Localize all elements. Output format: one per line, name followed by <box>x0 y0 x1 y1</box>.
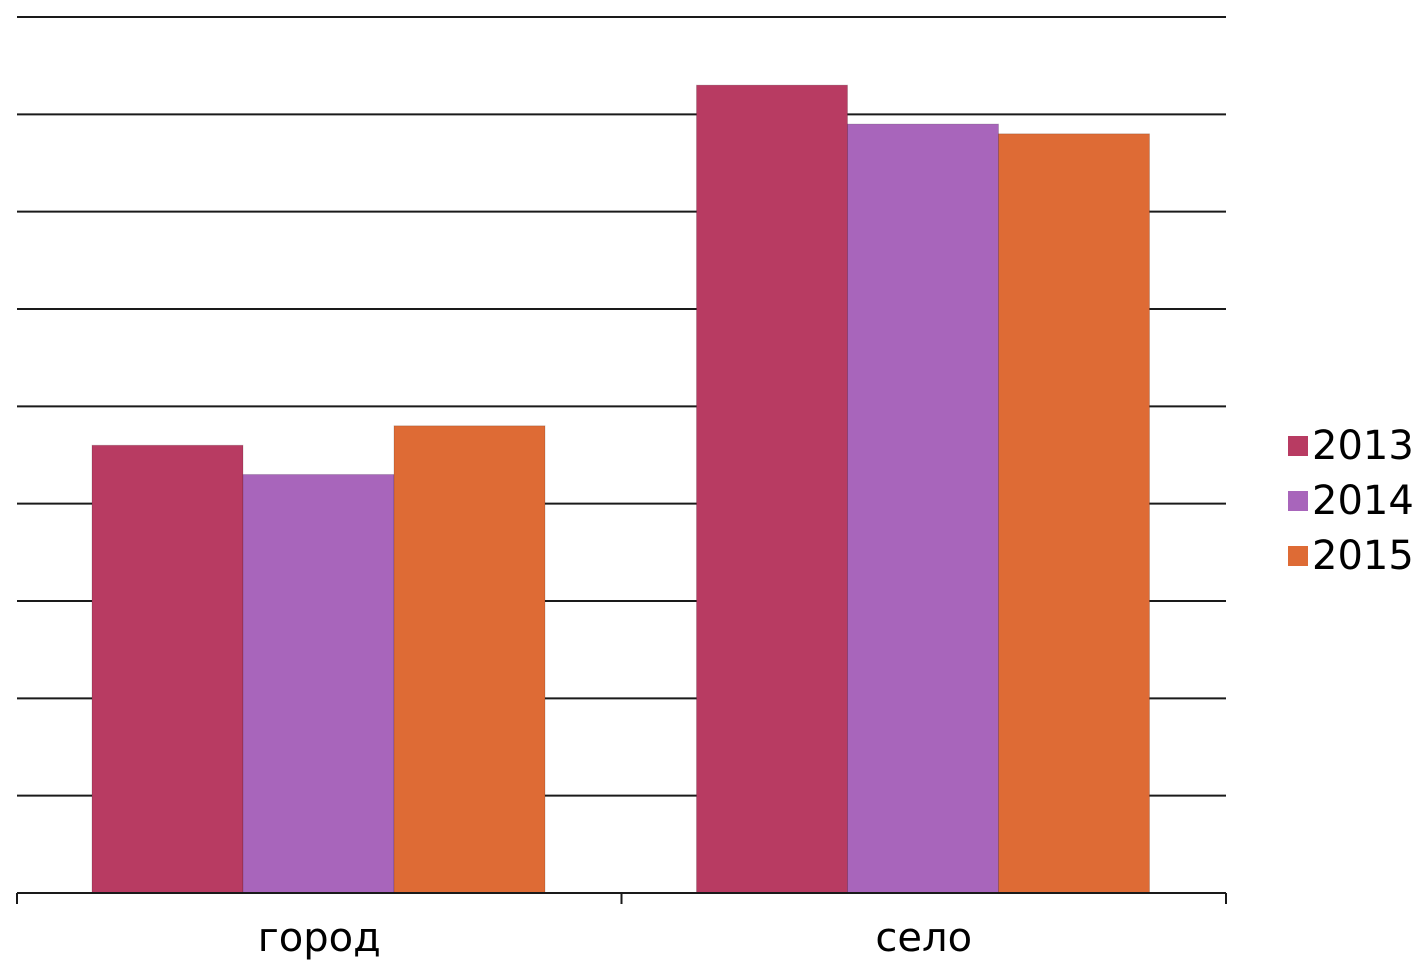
bar-село-2014 <box>847 123 999 894</box>
legend-swatch <box>1288 435 1308 456</box>
legend-swatch <box>1288 545 1308 566</box>
legend: 2013 2014 2015 <box>1288 418 1418 583</box>
bar-город-2014 <box>242 473 395 894</box>
bars <box>91 84 1150 894</box>
legend-label: 2015 <box>1312 532 1414 579</box>
bar-город-2015 <box>393 425 546 894</box>
legend-item-2015: 2015 <box>1288 528 1418 583</box>
bar-город-2013 <box>91 444 244 894</box>
bar-село-2013 <box>696 84 848 894</box>
legend-swatch <box>1288 490 1308 511</box>
legend-item-2013: 2013 <box>1288 418 1418 473</box>
bar-село-2015 <box>998 133 1150 894</box>
x-axis <box>16 892 1227 904</box>
x-tick-label: город <box>258 915 381 961</box>
legend-label: 2013 <box>1312 422 1414 469</box>
x-tick-label: село <box>875 915 972 961</box>
legend-label: 2014 <box>1312 477 1414 524</box>
x-tick-labels: город село <box>258 915 972 961</box>
legend-item-2014: 2014 <box>1288 473 1418 528</box>
